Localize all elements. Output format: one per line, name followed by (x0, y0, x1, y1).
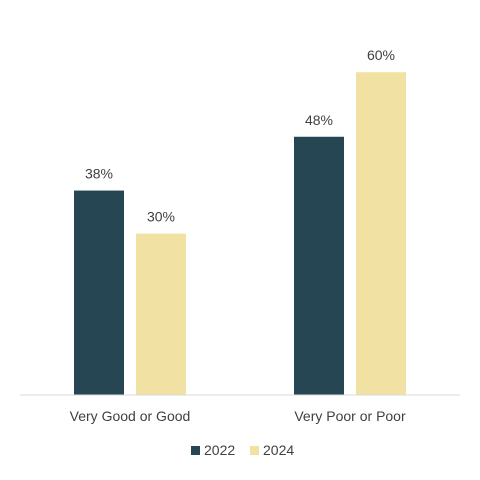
data-labels-layer: 38% 30% 48% 60% (85, 47, 395, 224)
legend-label-2022: 2022 (204, 442, 235, 458)
data-label-2024-1: 60% (367, 47, 395, 63)
bar-2022-0 (74, 190, 124, 395)
category-labels-layer: Very Good or Good Very Poor or Poor (70, 408, 406, 424)
data-label-2024-0: 30% (147, 209, 175, 225)
legend-swatch-2024 (250, 446, 259, 455)
legend: 2022 2024 (191, 442, 294, 458)
category-label-0: Very Good or Good (70, 408, 191, 424)
bar-2022-1 (294, 136, 344, 395)
legend-label-2024: 2024 (263, 442, 294, 458)
data-label-2022-1: 48% (305, 112, 333, 128)
bars-layer (74, 72, 406, 395)
bar-2024-0 (136, 233, 186, 395)
bar-2024-1 (356, 72, 406, 395)
category-label-1: Very Poor or Poor (294, 408, 406, 424)
data-label-2022-0: 38% (85, 166, 113, 182)
legend-swatch-2022 (191, 446, 200, 455)
